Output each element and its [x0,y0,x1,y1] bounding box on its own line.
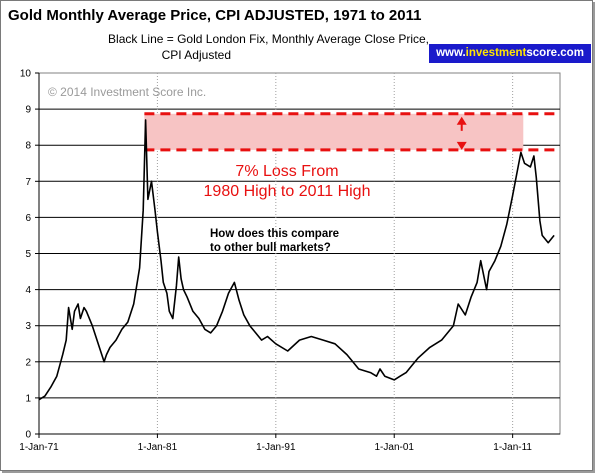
y-tick-label-7: 7 [25,177,31,188]
loss-annotation-line-1: 7% Loss From [235,163,338,180]
website-pre: www. [436,47,466,59]
loss-band [144,112,559,152]
y-tick-label-1: 1 [25,393,31,404]
website-badge[interactable]: www.investmentscore.com [429,44,591,63]
x-tick-label-1-Jan-11: 1-Jan-11 [493,442,532,453]
y-tick-label-6: 6 [25,213,31,224]
x-tick-label-1-Jan-91: 1-Jan-91 [256,442,296,453]
arrow-up-head [456,116,467,125]
subtitle-line-1: Black Line = Gold London Fix, Monthly Av… [108,32,429,46]
series-line-0 [38,119,555,401]
annotations: © 2014 Investment Score Inc. 7% Loss From… [48,85,467,254]
question-annotation-line-2: to other bull markets? [210,242,331,254]
y-tick-label-8: 8 [25,141,31,152]
x-tick-label-1-Jan-81: 1-Jan-81 [138,442,178,453]
axes [35,72,560,438]
y-tick-label-2: 2 [25,357,31,368]
arrow-down-head [456,141,467,150]
y-tick-label-5: 5 [25,249,31,260]
y-tick-label-9: 9 [25,105,31,116]
website-post: score.com [526,47,584,59]
website-highlight: investment [465,47,527,59]
watermark: © 2014 Investment Score Inc. [48,85,206,99]
tick-labels: 0 1 2 3 4 5 6 7 8 9 10 1-Jan-71 1-Jan-81 1-Jan-91 1-Ja… [19,69,532,454]
series-lines [38,119,555,401]
y-tick-label-4: 4 [25,285,31,296]
y-tick-label-3: 3 [25,321,31,332]
y-tick-label-0: 0 [25,430,31,441]
x-tick-label-1-Jan-01: 1-Jan-01 [374,442,414,453]
subtitle-line-2: CPI Adjusted [161,48,231,62]
x-tick-label-1-Jan-71: 1-Jan-71 [19,442,59,453]
chart-subtitle: Black Line = Gold London Fix, Monthly Av… [1,31,429,63]
loss-annotation-line-2: 1980 High to 2011 High [204,183,371,200]
loss-band-fill [144,113,524,150]
chart-title: Gold Monthly Average Price, CPI ADJUSTED… [8,7,422,24]
question-annotation-line-1: How does this compare [210,228,339,240]
y-tick-label-10: 10 [20,69,32,80]
